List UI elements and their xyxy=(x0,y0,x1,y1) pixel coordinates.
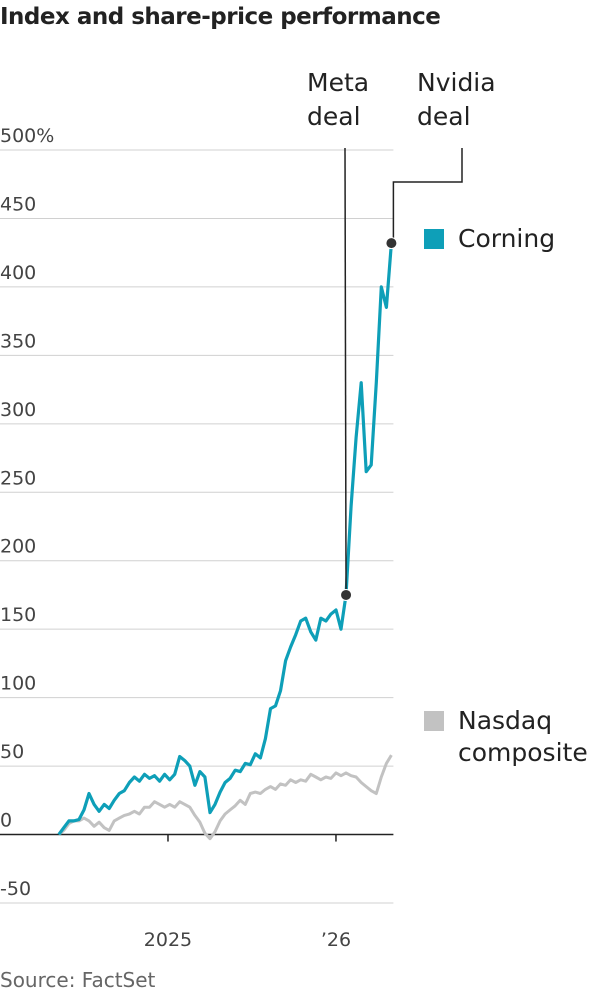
legend-item: Corning xyxy=(424,223,600,255)
y-tick-label: 400 xyxy=(0,262,36,284)
series-line xyxy=(57,754,393,841)
y-tick-label: 250 xyxy=(0,467,36,489)
source: Source: FactSet xyxy=(0,968,156,992)
x-tick-label: ’26 xyxy=(321,929,351,951)
y-tick-label: 50 xyxy=(0,741,24,763)
y-tick-label: 100 xyxy=(0,673,36,695)
y-tick-label: 150 xyxy=(0,604,36,626)
legend-swatch xyxy=(424,229,444,249)
annotation-dot xyxy=(340,588,353,601)
annotation-dot xyxy=(385,237,398,250)
x-tick-label: 2025 xyxy=(144,929,192,951)
legend-label: Corning xyxy=(458,224,556,253)
y-tick-label: -50 xyxy=(0,878,31,900)
annotation-line xyxy=(392,148,463,244)
legend-label: Nasdaq composite xyxy=(458,706,588,767)
legend-item: Nasdaq composite xyxy=(424,705,600,769)
annotation-label: Meta deal xyxy=(307,68,370,131)
legend-swatch xyxy=(424,711,444,731)
y-tick-label: 300 xyxy=(0,399,36,421)
y-tick-label: 0 xyxy=(0,810,12,832)
series-line xyxy=(57,242,393,836)
chart-title: Index and share-price performance xyxy=(0,4,441,30)
y-tick-label: 500% xyxy=(0,125,54,147)
annotation-line xyxy=(344,147,347,595)
y-tick-label: 450 xyxy=(0,193,36,215)
annotation-label: Nvidia deal xyxy=(417,68,496,131)
y-tick-label: 200 xyxy=(0,536,36,558)
y-tick-label: 350 xyxy=(0,330,36,352)
